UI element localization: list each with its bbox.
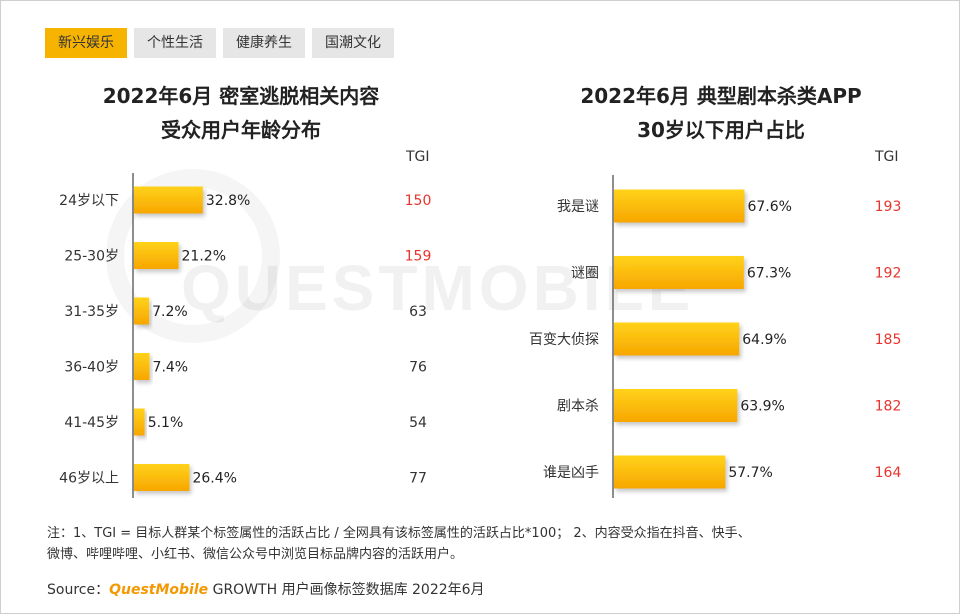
chart2-category-label: 谜圈 [571,266,599,282]
chart1-value-label: 7.2% [152,304,188,320]
chart1-tgi-value: 54 [409,415,427,431]
chart2-category-label: 百变大侦探 [529,332,599,348]
chart2-value-label: 64.9% [742,332,786,348]
tab-guochao-culture[interactable]: 国潮文化 [312,28,394,58]
chart2-value-label: 67.3% [747,266,791,282]
chart2-tgi-value: 193 [875,199,902,215]
chart1-bar [134,408,145,436]
watermark-text: QUESTMOBILE [181,252,695,324]
chart1-value-label: 26.4% [192,471,236,487]
source-line: Source：QuestMobile GROWTH 用户画像标签数据库 2022… [47,579,485,599]
chart1-bar [134,186,203,214]
chart2-tgi-value: 164 [875,465,902,481]
chart2-bar [614,389,738,422]
chart2-title-line1: 2022年6月 典型剧本杀类APP [580,84,862,108]
chart1-tgi-value: 150 [405,193,432,209]
chart1-tgi-value: 77 [409,471,427,487]
chart2-category-label: 剧本杀 [557,399,599,415]
charts-canvas: 24岁以下 32.8% 150 25-30岁 21.2% 159 31-35岁 7.2% 63 3… [59,173,902,498]
chart2-bar [614,455,726,489]
tab-health[interactable]: 健康养生 [223,28,305,58]
chart1-title: 2022年6月 密室逃脱相关内容 受众用户年龄分布 [61,79,421,147]
chart1-category-label: 31-35岁 [64,304,119,320]
chart2-bar [614,256,744,289]
chart1-value-label: 32.8% [206,193,250,209]
chart1-title-line2: 受众用户年龄分布 [161,118,321,142]
source-brand: QuestMobile [109,582,209,598]
chart2-value-label: 57.7% [728,465,772,481]
chart2-tgi-value: 192 [875,266,902,282]
chart2-value-label: 63.9% [740,399,784,415]
chart1-bar [134,353,150,380]
chart2-bar [614,189,745,223]
chart1-tgi-value: 159 [405,249,432,265]
chart1-category-label: 24岁以下 [59,193,119,209]
chart1-category-label: 36-40岁 [64,360,119,376]
footnote-line1: 注：1、TGI = 目标人群某个标签属性的活跃占比 / 全网具有该标签属性的活跃… [47,526,751,541]
chart2-tgi-header: TGI [875,149,899,165]
chart1-tgi-value: 63 [409,304,427,320]
chart1-tgi-header: TGI [406,149,430,165]
chart1-bar [134,297,150,325]
category-tabs: 新兴娱乐 个性生活 健康养生 国潮文化 [45,28,394,58]
chart2-bar [614,322,740,356]
footnote: 注：1、TGI = 目标人群某个标签属性的活跃占比 / 全网具有该标签属性的活跃… [47,523,917,565]
chart1-bar [134,464,190,491]
chart1-bar [134,242,179,269]
chart1-title-line1: 2022年6月 密室逃脱相关内容 [102,84,380,108]
chart2-tgi-value: 182 [875,399,902,415]
chart1-tgi-value: 76 [409,360,427,376]
chart2-title-line2: 30岁以下用户占比 [637,118,805,142]
chart2-tgi-value: 185 [875,332,902,348]
chart2-value-label: 67.6% [747,199,791,215]
chart2-title: 2022年6月 典型剧本杀类APP 30岁以下用户占比 [526,79,916,147]
chart1-category-label: 41-45岁 [64,415,119,431]
chart1-value-label: 7.4% [153,360,189,376]
chart1-value-label: 21.2% [182,249,226,265]
footnote-line2: 微博、哔哩哔哩、小红书、微信公众号中浏览目标品牌内容的活跃用户。 [47,547,464,562]
tab-personal-life[interactable]: 个性生活 [134,28,216,58]
chart1-value-label: 5.1% [148,415,184,431]
chart2-category-label: 谁是凶手 [543,465,599,481]
chart2-category-label: 我是谜 [557,199,599,215]
tab-new-entertainment[interactable]: 新兴娱乐 [45,28,127,58]
chart1-category-label: 46岁以上 [59,471,119,487]
source-suffix: GROWTH 用户画像标签数据库 2022年6月 [208,582,485,598]
chart1-category-label: 25-30岁 [64,249,119,265]
source-prefix: Source： [47,582,110,598]
